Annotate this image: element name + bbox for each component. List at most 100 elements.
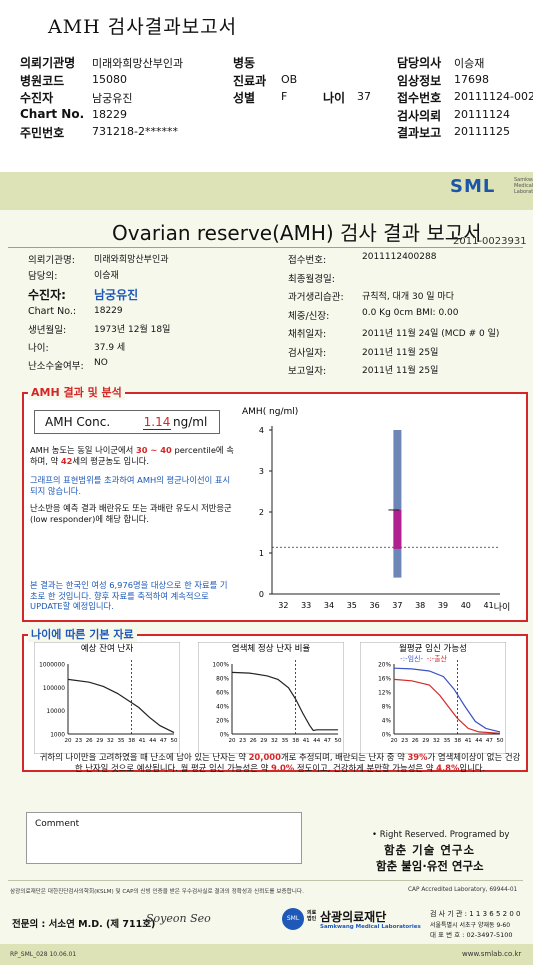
info-value: 2011년 11월 24일 (MCD # 0 일) bbox=[362, 329, 500, 339]
y-tick-label: 80% bbox=[216, 677, 229, 683]
chart-frame bbox=[360, 642, 506, 754]
info-label: 보고일자: bbox=[288, 366, 327, 377]
summary-value: OB bbox=[281, 72, 298, 86]
amh-text-1b: percentile에 속하며, 약 bbox=[30, 445, 234, 466]
footer-band bbox=[0, 944, 533, 965]
foundation-name: 삼광의료재단 bbox=[320, 910, 387, 924]
amh-text-1c: 세의 평균농도 입니다. bbox=[72, 455, 149, 466]
report-number: 2011-0023931 bbox=[453, 236, 527, 247]
phone: 대 표 번 호 : 02-3497-5100 bbox=[430, 931, 513, 939]
x-tick-label: 20 bbox=[65, 738, 72, 744]
x-tick-label: 32 bbox=[107, 738, 114, 744]
chart-frame bbox=[34, 642, 180, 754]
summary-value: 17698 bbox=[454, 72, 489, 86]
normal-egg-curve bbox=[231, 671, 338, 732]
comment-box: Comment bbox=[26, 812, 302, 864]
x-tick-label: 47 bbox=[160, 738, 167, 744]
info-label: 담당의: bbox=[28, 271, 58, 282]
amh-conc-unit: ng/ml bbox=[173, 415, 208, 429]
summary-label: 검사의뢰 bbox=[397, 108, 442, 123]
summary-label: 나이 bbox=[323, 91, 346, 105]
info-label: 검사일자: bbox=[288, 347, 327, 359]
x-tick-label: 35 bbox=[444, 738, 451, 744]
summary-value: 18229 bbox=[92, 107, 127, 121]
monthly-pregnancy-chart: 월평균 임신 가능성 20% 16% 12% 8% 4% 0%20 23 26 29 32 35 38 4… bbox=[360, 642, 506, 754]
age-text-5: 정도이고, bbox=[296, 762, 331, 773]
x-axis-label: 나이 bbox=[494, 602, 511, 613]
info-value: 2011112400288 bbox=[362, 252, 437, 262]
amh-section-title: AMH 결과 및 분석 bbox=[28, 384, 125, 400]
foundation-english: Samkwang Medical Laboratories bbox=[320, 924, 421, 930]
doctor-signature: Soyeon Seo bbox=[146, 912, 211, 925]
x-tick-label: 20 bbox=[229, 738, 236, 744]
x-tick-label: 40 bbox=[461, 601, 471, 610]
info-value: 2011년 11월 25일 bbox=[362, 347, 439, 358]
summary-label: 성별 bbox=[233, 91, 256, 105]
info-value: 남궁유진 bbox=[94, 288, 139, 302]
summary-value: F bbox=[281, 90, 288, 103]
legend-item: -:-임신- bbox=[400, 654, 423, 663]
x-tick-label: 41 bbox=[465, 738, 472, 744]
info-label: 생년월일: bbox=[28, 325, 67, 336]
amh-conc-box: AMH Conc. 1.14 ng/ml bbox=[34, 410, 220, 434]
x-tick-label: 32 bbox=[433, 738, 440, 744]
y-tick-label: 20% bbox=[378, 663, 391, 669]
y-tick-label: 100% bbox=[212, 663, 229, 669]
info-value: NO bbox=[94, 358, 108, 368]
amh-interpretation: AMH 농도는 동일 나이군에서 30 ~ 40 percentile에 속하며… bbox=[30, 445, 235, 466]
x-tick-label: 23 bbox=[401, 738, 408, 744]
y-tick-label: 10000 bbox=[47, 709, 66, 715]
y-tick-label: 1000000 bbox=[39, 663, 65, 669]
x-tick-label: 26 bbox=[412, 738, 419, 744]
chart-background bbox=[238, 400, 520, 618]
info-label: 채취일자: bbox=[288, 329, 327, 340]
foundation-logo-icon: SML bbox=[282, 908, 304, 930]
normal-egg-pct: 39% bbox=[407, 752, 428, 762]
age-text-7: 입니다. bbox=[459, 762, 486, 773]
y-tick-label: 8% bbox=[382, 705, 392, 711]
x-tick-label: 39 bbox=[438, 601, 448, 610]
amh-responder-text: 난소반응 예측 결과 배란유도 또는 과배란 유도시 저반응군 (low res… bbox=[30, 503, 232, 524]
info-label: 체중/신장: bbox=[288, 310, 330, 322]
birth-pct: 4.8% bbox=[436, 762, 460, 773]
address: 서울특별시 서초구 양재동 9-60 bbox=[430, 922, 511, 929]
summary-value: 20111124 bbox=[454, 107, 510, 121]
normal-egg-ratio-chart: 염색체 정상 난자 비율 100% 80% 60% 40% 20% 0%20 23 26 29 32… bbox=[198, 642, 344, 754]
summary-label: 수진자 bbox=[20, 91, 54, 105]
pregnancy-curve bbox=[393, 667, 501, 733]
footer-divider bbox=[8, 880, 523, 881]
chart-frame bbox=[198, 642, 344, 754]
info-value: 0.0 Kg 0cm BMI: 0.00 bbox=[362, 307, 459, 318]
form-code: RP_SML_028 10.06.01 bbox=[10, 951, 77, 958]
age-text-4: 가 염색체이상이 없는 건강한 난자일 것으로 예상됩니다. 월 평균 임신 가… bbox=[74, 752, 521, 773]
summary-label: 병동 bbox=[233, 56, 256, 70]
summary-label: 병원코드 bbox=[20, 73, 65, 88]
estimated-eggs: 20,000 bbox=[248, 752, 281, 762]
x-tick-label: 44 bbox=[313, 738, 320, 744]
amh-conc-value: 1.14 bbox=[143, 415, 171, 430]
info-value: 이승재 bbox=[94, 271, 119, 281]
y-tick-label: 2 bbox=[259, 508, 264, 517]
x-tick-label: 41 bbox=[303, 738, 310, 744]
age-text-1: 귀하의 나이만을 고려하였을 때 난소에 남아 있는 난자는 약 bbox=[39, 752, 246, 762]
summary-label: Chart No. bbox=[20, 106, 85, 121]
y-tick-label: 16% bbox=[378, 677, 391, 683]
remaining-eggs-curve bbox=[67, 678, 175, 734]
summary-label: 결과보고 bbox=[397, 126, 442, 140]
y-tick-label: 1000 bbox=[50, 733, 65, 739]
x-tick-label: 29 bbox=[260, 738, 267, 744]
info-label: Chart No.: bbox=[28, 306, 77, 317]
x-tick-label: 35 bbox=[118, 738, 125, 744]
x-tick-label: 38 bbox=[415, 601, 425, 610]
y-tick-label: 4% bbox=[382, 719, 392, 725]
info-value: 2011년 11월 25일 bbox=[362, 366, 439, 376]
info-label: 의뢰기관명: bbox=[28, 255, 75, 266]
summary-value: 15080 bbox=[92, 72, 127, 86]
x-tick-label: 38 bbox=[292, 738, 299, 744]
summary-value: 이승재 bbox=[454, 57, 485, 70]
summary-value: 미래와희망산부인과 bbox=[92, 57, 184, 70]
y-tick-label: 100000 bbox=[43, 686, 65, 692]
y-tick-label: 4 bbox=[259, 426, 264, 435]
